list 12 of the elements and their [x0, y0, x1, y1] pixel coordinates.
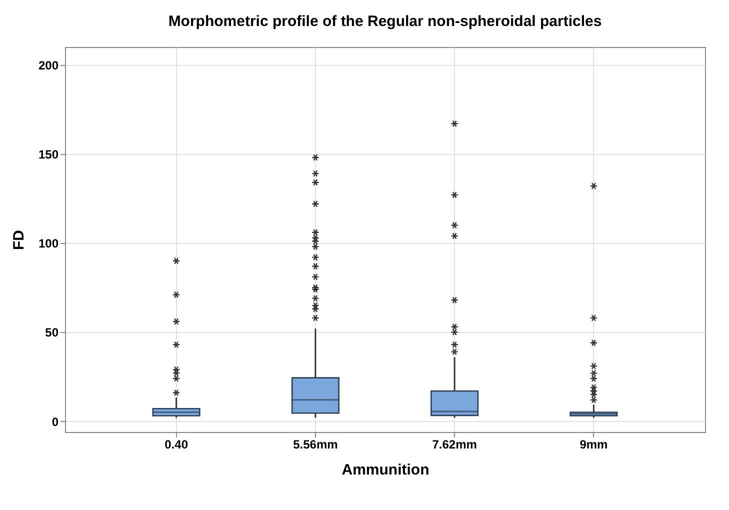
y-tick-label: 50 — [45, 326, 59, 340]
y-tick-label: 100 — [38, 236, 59, 251]
x-tick-label: 0.40 — [164, 438, 188, 452]
chart-title: Morphometric profile of the Regular non-spheroidal particles — [168, 13, 602, 30]
y-axis-title: FD — [10, 230, 28, 250]
x-tick-label: 9mm — [580, 438, 608, 452]
y-tick-label: 0 — [52, 414, 59, 429]
y-tick-label: 150 — [38, 147, 59, 162]
y-tick-label: 200 — [38, 58, 59, 72]
x-tick-label: 7.62mm — [432, 438, 477, 452]
x-tick-label: 5.56mm — [293, 438, 338, 452]
x-axis-title: Ammunition — [342, 462, 430, 478]
